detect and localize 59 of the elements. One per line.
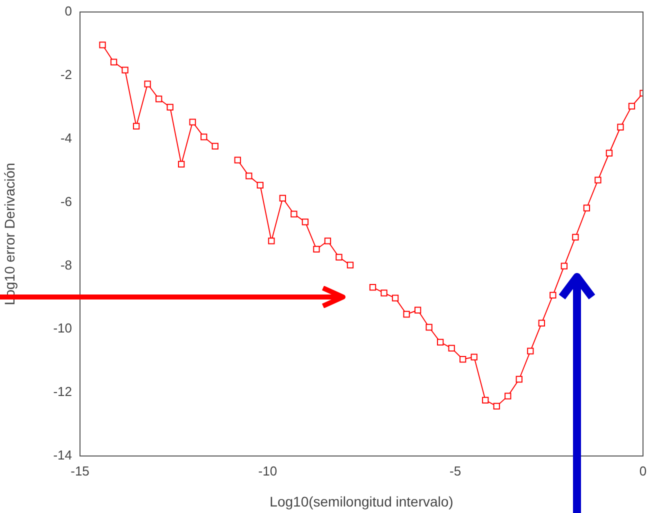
point: [246, 172, 252, 180]
point: [380, 290, 388, 296]
point: [336, 254, 342, 260]
point: [426, 324, 432, 331]
point: [414, 306, 422, 314]
x-axis-title: Log10(semilongitud intervalo): [270, 493, 454, 510]
point: [448, 344, 455, 352]
point: [392, 294, 399, 302]
y-tick-label: -12: [53, 384, 72, 400]
point: [560, 262, 568, 270]
point: [200, 134, 208, 140]
point: [527, 348, 534, 354]
point: [436, 338, 444, 346]
x-tick-label: -5: [450, 463, 462, 478]
point: [369, 284, 376, 291]
x-tick-label: -10: [258, 463, 278, 478]
point: [189, 118, 196, 126]
point: [550, 292, 556, 299]
y-tick-label: -6: [60, 194, 72, 209]
y-tick-label: -10: [53, 320, 72, 336]
point: [122, 66, 128, 74]
x-tick-label: 0: [639, 463, 647, 478]
point: [482, 396, 489, 404]
point: [268, 238, 275, 244]
point: [178, 160, 185, 168]
point: [346, 262, 354, 268]
point: [166, 104, 174, 110]
point: [99, 42, 106, 48]
point: [234, 156, 241, 164]
point: [628, 102, 636, 110]
point: [155, 96, 162, 102]
point: [403, 310, 410, 318]
point: [279, 194, 286, 202]
point: [516, 376, 522, 383]
point: [617, 124, 624, 130]
point: [470, 354, 478, 360]
point: [493, 402, 500, 410]
point: [324, 238, 332, 244]
point: [110, 58, 118, 66]
point: [290, 210, 298, 218]
point: [538, 320, 545, 326]
y-tick-label: 0: [64, 4, 72, 19]
y-tick-label: -14: [53, 448, 72, 463]
point: [606, 150, 613, 156]
x-tick-label: -15: [70, 463, 90, 478]
y-tick-label: -4: [60, 130, 72, 146]
point: [212, 142, 218, 150]
point: [572, 234, 579, 240]
y-tick-label: -8: [60, 257, 72, 272]
point: [144, 80, 151, 88]
point: [460, 356, 466, 363]
point: [313, 246, 320, 253]
y-tick-label: -2: [60, 67, 72, 82]
point: [504, 392, 512, 400]
point: [132, 122, 140, 130]
point: [256, 182, 264, 188]
point: [583, 204, 590, 212]
point: [302, 218, 309, 226]
point: [594, 176, 602, 184]
